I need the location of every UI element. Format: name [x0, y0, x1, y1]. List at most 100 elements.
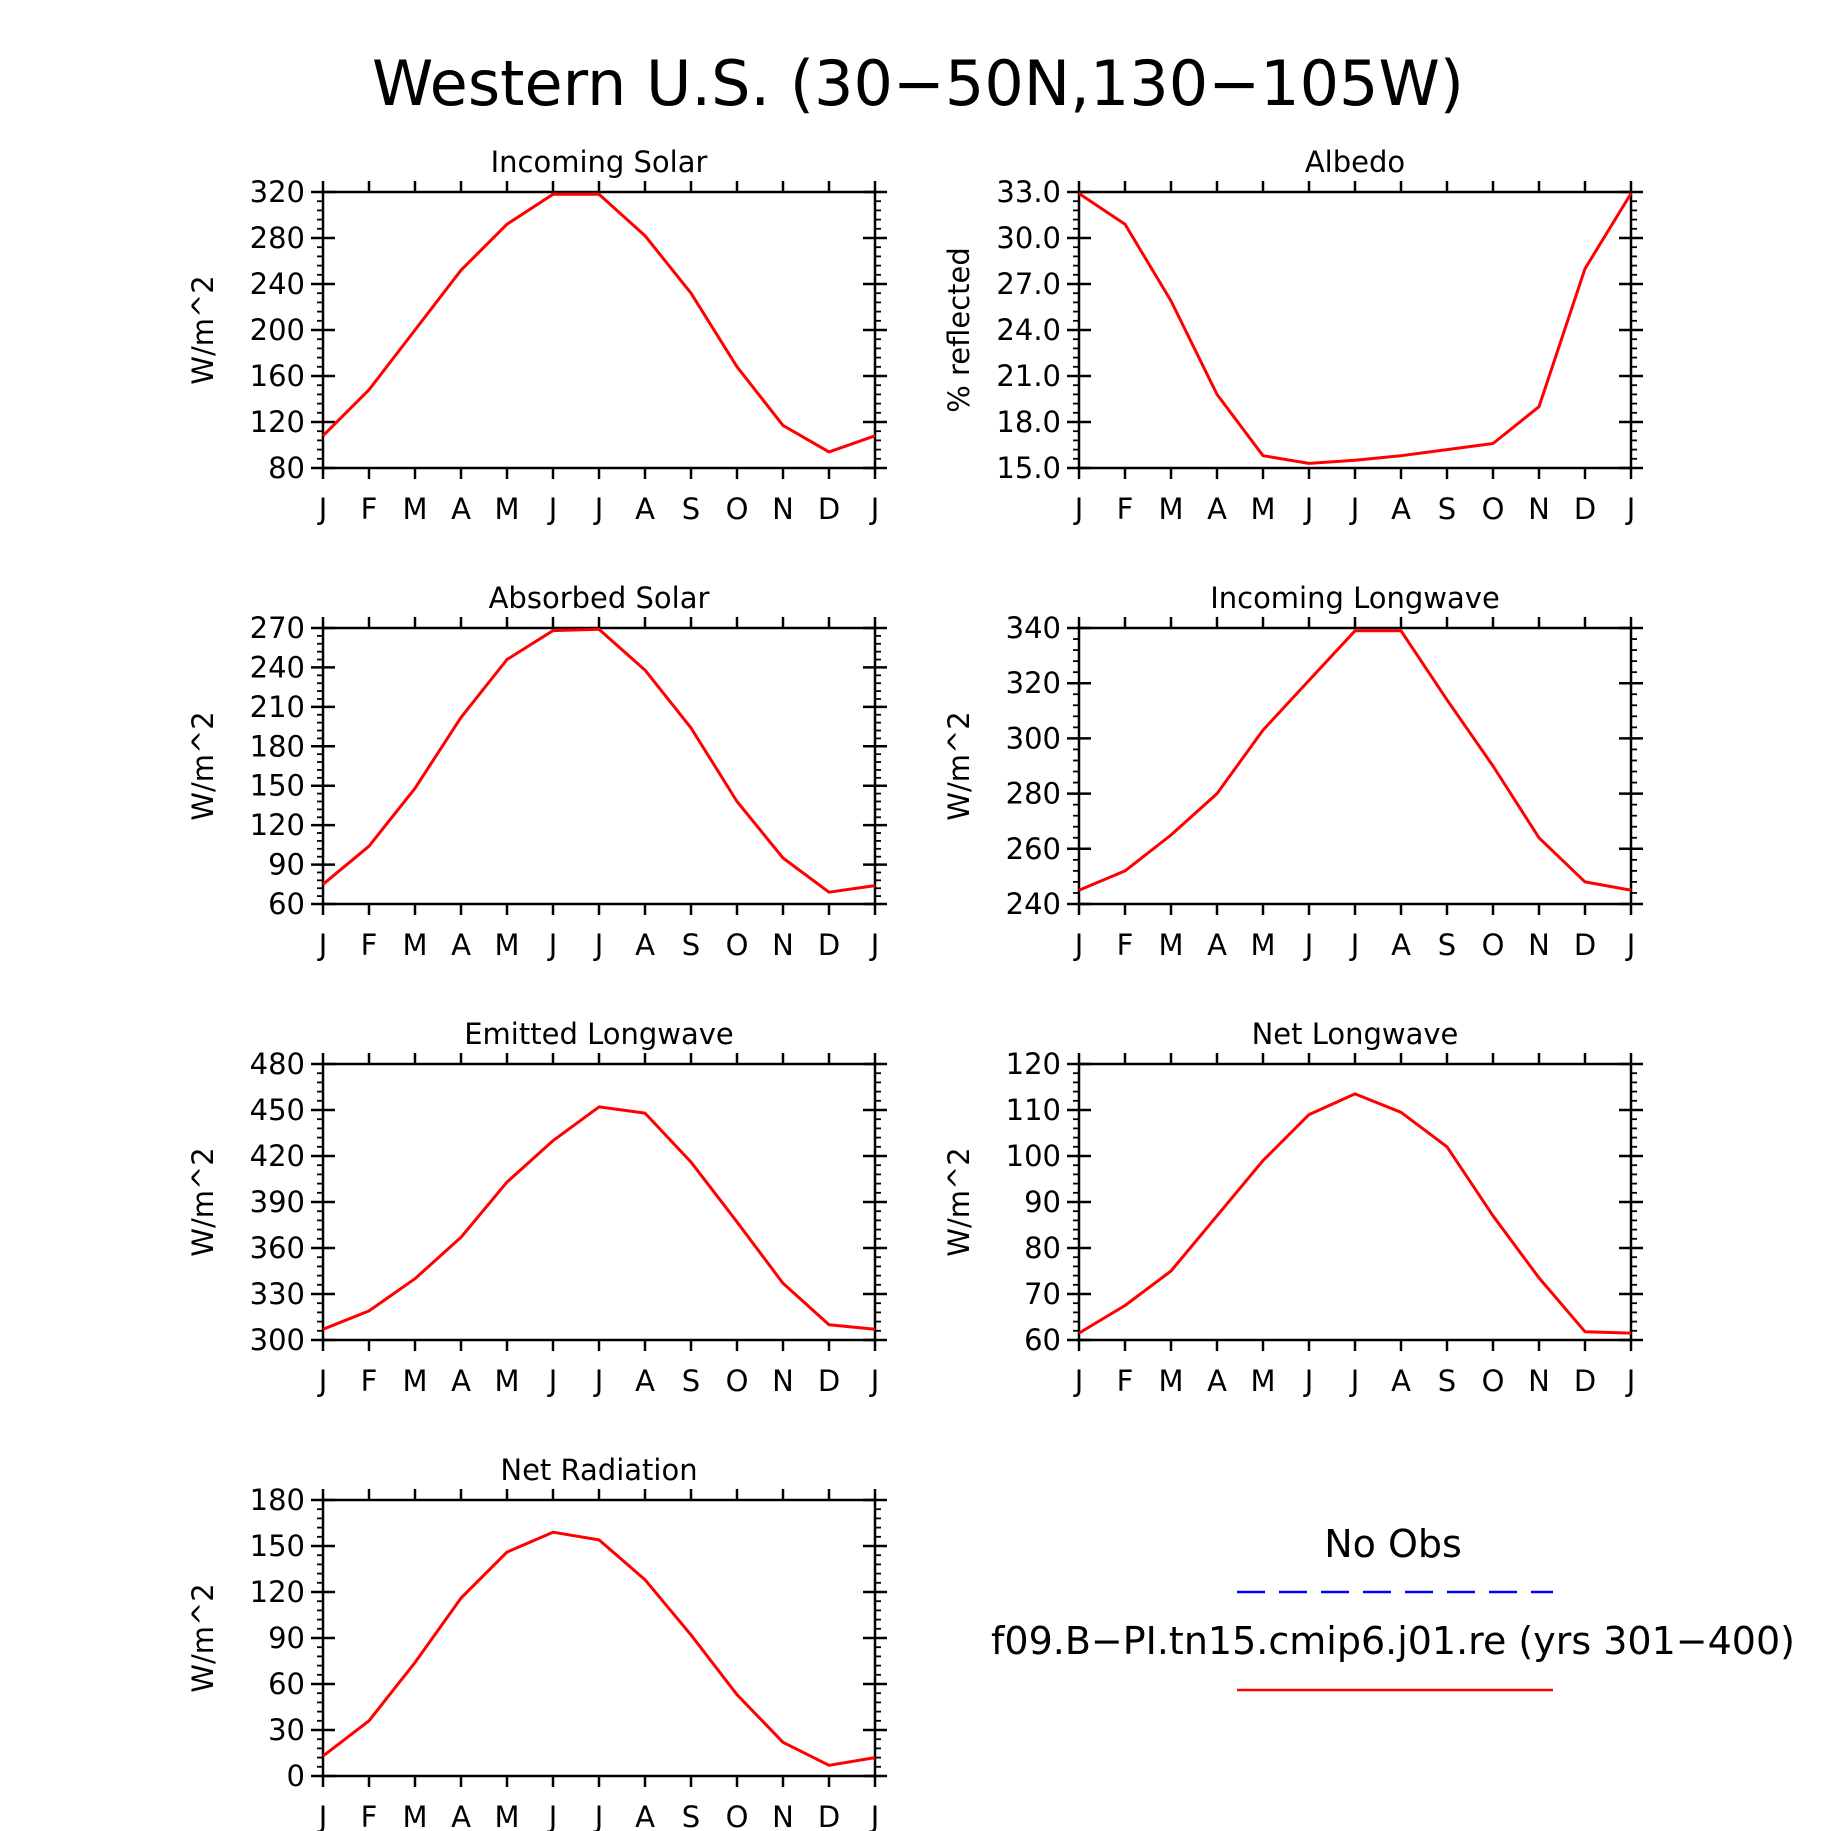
y-tick-label: 300 [1006, 721, 1061, 755]
x-tick-label: J [1303, 928, 1314, 962]
x-tick-label: N [772, 1364, 794, 1398]
x-tick-label: M [402, 928, 427, 962]
y-tick-label: 120 [250, 808, 305, 842]
x-tick-label: J [317, 492, 328, 526]
y-tick-label: 280 [1006, 777, 1061, 811]
x-tick-label: F [1117, 928, 1134, 962]
x-tick-label: J [869, 928, 880, 962]
y-tick-label: 100 [1006, 1139, 1061, 1173]
x-tick-label: A [1391, 1364, 1411, 1398]
panel-title: Net Longwave [1252, 1017, 1459, 1051]
x-tick-label: O [726, 492, 749, 526]
x-tick-label: O [726, 1800, 749, 1831]
panel-5: J F M A M J J A S O N D J300330360390420450480Emitte… [186, 1017, 887, 1398]
x-tick-label: F [361, 1364, 378, 1398]
x-tick-label: J [317, 1800, 328, 1831]
x-tick-label: A [451, 492, 471, 526]
series-line [1078, 629, 1632, 892]
x-tick-label: D [1574, 1364, 1596, 1398]
y-tick-label: 280 [250, 221, 305, 255]
x-tick-label: J [1073, 928, 1084, 962]
series-line [322, 1530, 876, 1767]
y-tick-label: 360 [250, 1231, 305, 1265]
x-tick-label: N [1528, 928, 1550, 962]
y-tick-label: 18.0 [996, 405, 1061, 439]
x-tick-label: D [1574, 928, 1596, 962]
y-axis-label: W/m^2 [186, 1583, 220, 1692]
x-tick-label: J [547, 1364, 558, 1398]
x-tick-label: M [494, 1800, 519, 1831]
y-tick-label: 340 [1006, 611, 1061, 645]
x-tick-label: D [818, 1800, 840, 1831]
x-tick-label: M [402, 492, 427, 526]
x-tick-label: J [1073, 1364, 1084, 1398]
x-tick-label: J [1349, 492, 1360, 526]
y-tick-label: 70 [1024, 1277, 1061, 1311]
panel-3: J F M A M J J A S O N D J6090120150180210240270Absor… [186, 581, 887, 962]
y-tick-label: 60 [268, 887, 305, 921]
y-tick-label: 15.0 [996, 451, 1061, 485]
x-tick-label: F [1117, 492, 1134, 526]
legend-label-model: f09.B−PI.tn15.cmip6.j01.re (yrs 301−400) [991, 1619, 1795, 1663]
x-tick-label: N [772, 1800, 794, 1831]
x-tick-label: N [772, 492, 794, 526]
x-tick-label: J [869, 1364, 880, 1398]
x-tick-label: A [1207, 1364, 1227, 1398]
y-tick-label: 390 [250, 1185, 305, 1219]
panels: J F M A M J J A S O N D J80120160200240280320Incomin… [186, 145, 1643, 1831]
x-tick-label: M [1250, 1364, 1275, 1398]
legend-label-obs: No Obs [1324, 1522, 1462, 1566]
panel-title: Net Radiation [500, 1453, 697, 1487]
panel-title: Incoming Longwave [1210, 581, 1500, 615]
x-tick-label: N [1528, 492, 1550, 526]
x-tick-label: O [726, 1364, 749, 1398]
x-tick-label: A [635, 1800, 655, 1831]
x-tick-label: S [1438, 1364, 1456, 1398]
x-tick-label: S [682, 492, 700, 526]
x-tick-label: M [1158, 1364, 1183, 1398]
x-tick-label: O [1482, 928, 1505, 962]
y-tick-label: 120 [1006, 1047, 1061, 1081]
panel-title: Absorbed Solar [489, 581, 710, 615]
y-tick-label: 30.0 [996, 221, 1061, 255]
x-tick-label: F [361, 492, 378, 526]
y-tick-label: 60 [1024, 1323, 1061, 1357]
x-tick-label: A [635, 492, 655, 526]
x-tick-label: S [682, 928, 700, 962]
x-tick-label: N [1528, 1364, 1550, 1398]
x-tick-label: A [635, 1364, 655, 1398]
x-tick-label: N [772, 928, 794, 962]
x-tick-label: J [317, 1364, 328, 1398]
x-tick-label: O [1482, 492, 1505, 526]
y-tick-label: 110 [1006, 1093, 1061, 1127]
x-tick-label: A [1207, 928, 1227, 962]
y-tick-label: 90 [268, 1621, 305, 1655]
x-tick-label: S [682, 1364, 700, 1398]
x-tick-label: A [1391, 492, 1411, 526]
x-tick-label: A [451, 1800, 471, 1831]
x-tick-label: M [1158, 492, 1183, 526]
x-tick-label: J [1349, 928, 1360, 962]
panel-1: J F M A M J J A S O N D J80120160200240280320Incomin… [186, 145, 887, 526]
y-axis-label: W/m^2 [942, 1147, 976, 1256]
y-tick-label: 320 [1006, 666, 1061, 700]
x-tick-label: A [1391, 928, 1411, 962]
x-tick-label: J [869, 492, 880, 526]
y-tick-label: 33.0 [996, 175, 1061, 209]
x-tick-label: S [682, 1800, 700, 1831]
x-tick-label: F [1117, 1364, 1134, 1398]
y-axis-label: W/m^2 [942, 711, 976, 820]
legend: No Obs f09.B−PI.tn15.cmip6.j01.re (yrs 3… [991, 1522, 1795, 1692]
x-tick-label: D [818, 928, 840, 962]
y-tick-label: 90 [1024, 1185, 1061, 1219]
series-line [1078, 1092, 1632, 1335]
panel-title: Incoming Solar [491, 145, 708, 179]
x-tick-label: A [451, 928, 471, 962]
figure-title: Western U.S. (30−50N,130−105W) [372, 47, 1464, 120]
y-tick-label: 300 [250, 1323, 305, 1357]
y-tick-label: 0 [287, 1759, 305, 1793]
series-line [322, 627, 876, 894]
x-tick-label: J [547, 1800, 558, 1831]
